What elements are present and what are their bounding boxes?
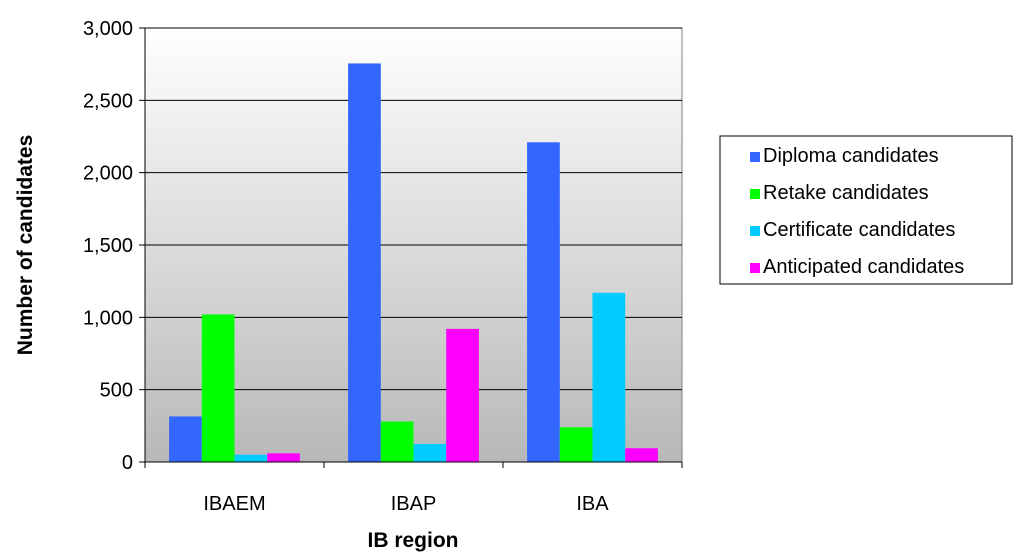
legend: Diploma candidates Retake candidates Certi… [719,135,1013,285]
bar-retake-ibaem [201,314,235,462]
bar-certificate-ibap [413,443,447,462]
legend-swatch [750,226,760,236]
axes [139,27,683,468]
bar-retake-iba [559,427,593,462]
legend-label: Retake candidates [763,182,929,204]
bar-retake-ibap [380,421,414,462]
bar-anticipated-ibap [446,328,479,462]
x-tick-label: IBAP [391,493,437,515]
bars [169,63,658,463]
bar-diploma-iba [527,142,560,462]
x-tick-label: IBA [576,493,609,515]
bar-anticipated-ibaem [267,453,300,462]
bar-certificate-ibaem [234,454,268,462]
y-tick-label: 1,000 [83,307,133,329]
legend-label: Diploma candidates [763,145,939,167]
x-tick-labels: IBAEM IBAP IBA [203,493,609,515]
y-tick-labels: 0 500 1,000 1,500 2,000 2,500 3,000 [83,18,133,474]
y-tick-label: 1,500 [83,235,133,257]
legend-items: Diploma candidates Retake candidates Certi… [750,145,964,278]
legend-swatch [750,152,760,162]
bar-certificate-iba [592,292,626,462]
legend-box [719,135,1013,285]
y-tick-label: 2,500 [83,90,133,112]
legend-swatch [750,189,760,199]
y-tick-label: 2,000 [83,163,133,185]
y-axis-title: Number of candidates [14,135,37,356]
bar-diploma-ibaem [169,416,202,462]
y-tick-label: 3,000 [83,18,133,40]
y-tick-label: 0 [122,452,133,474]
legend-label: Anticipated candidates [763,256,964,278]
y-tick-label: 500 [100,380,133,402]
legend-label: Certificate candidates [763,219,955,241]
bar-anticipated-iba [625,448,658,462]
x-tick-label: IBAEM [203,493,265,515]
bar-diploma-ibap [348,63,381,463]
legend-swatch [750,263,760,273]
x-axis-title: IB region [367,529,458,552]
